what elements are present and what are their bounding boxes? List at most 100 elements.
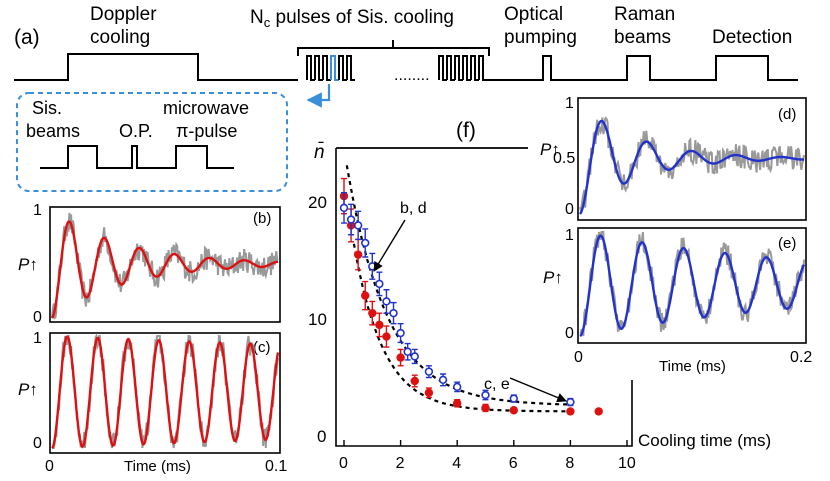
step-doppler-line1: Doppler — [90, 4, 157, 25]
step-doppler-line2: cooling — [90, 27, 150, 48]
data-point — [453, 382, 462, 392]
panel-f-label: (f) — [456, 119, 476, 142]
step-sis-cooling-label: Nc pulses of Sis. cooling — [250, 7, 454, 30]
sis-pulse — [462, 55, 471, 81]
data-point — [368, 308, 377, 318]
panel-c: (c) 1 0 P↑ 0 0.1 Time (ms) — [18, 330, 287, 475]
sis-pulse — [330, 55, 339, 81]
panel-e-ylabel: P↑ — [543, 268, 563, 287]
timing-dots: ........ — [394, 67, 430, 84]
data-point — [361, 238, 370, 248]
panel-c-xlabel: Time (ms) — [124, 458, 191, 475]
step-detection: Detection — [712, 27, 792, 48]
sis-pulse — [306, 55, 315, 81]
panel-d-ytick-05: 0.5 — [553, 150, 575, 167]
step-raman-line2: beams — [614, 27, 671, 48]
sis-pulse — [314, 55, 323, 81]
sis-pulse — [446, 55, 455, 81]
data-point — [382, 332, 391, 341]
sis-pulse — [438, 55, 447, 81]
data-point — [410, 352, 419, 361]
panel-f-fit-lower — [352, 243, 571, 413]
inset-arrow — [306, 84, 331, 108]
panel-b: (b) 1 0 P↑ — [18, 202, 281, 326]
panel-f-ytick: 0 — [317, 427, 326, 446]
panel-f-pup-label: P↑ — [540, 140, 560, 159]
data-point — [396, 353, 405, 362]
step-sis-rest: pulses of Sis. cooling — [270, 7, 454, 28]
panel-b-ytick-0: 0 — [33, 309, 42, 326]
panel-d-ytick-0: 0 — [565, 201, 574, 218]
panel-c-ytick-0: 0 — [33, 435, 42, 452]
data-point — [361, 291, 370, 300]
panel-f-fit-upper — [345, 165, 571, 406]
panel-c-frame — [49, 332, 281, 454]
panel-f-axes — [335, 148, 633, 447]
data-point — [566, 397, 575, 407]
panel-f-ytick: 20 — [308, 193, 327, 212]
annotation-b-d: b, d — [400, 200, 427, 217]
step-optical-line1: Optical — [504, 4, 563, 25]
inset-label-sis: Sis. — [32, 98, 62, 118]
data-point — [438, 375, 448, 385]
timing-line-tail — [485, 55, 798, 81]
panel-f-blue-series — [339, 191, 575, 407]
data-point — [509, 394, 518, 403]
data-point — [389, 308, 398, 318]
data-point — [481, 403, 490, 413]
annotation-c-e-arrow — [509, 377, 567, 403]
inset-timing-line — [40, 145, 234, 169]
annotation-b-d-arrow — [373, 219, 406, 272]
panel-f-xtick: 10 — [618, 455, 636, 472]
panel-d-label: (d) — [778, 106, 796, 123]
panel-d-frame — [577, 97, 807, 221]
data-point — [353, 221, 363, 230]
panel-e-xtick-0: 0 — [574, 349, 583, 366]
sis-pulse — [454, 55, 463, 81]
data-point — [424, 388, 434, 397]
panel-e-label: (e) — [778, 235, 796, 252]
panel-f-ylabel: n̄ — [314, 142, 325, 163]
panel-d-data-line — [579, 116, 805, 211]
data-point — [346, 215, 356, 224]
panel-f-xtick: 2 — [396, 455, 405, 472]
panel-e-fit-line — [579, 234, 806, 337]
panel-f-xtick: 6 — [509, 455, 518, 472]
data-point — [509, 406, 518, 415]
inset-label-pi-pulse: π-pulse — [176, 121, 237, 141]
sis-pulse — [322, 55, 331, 81]
panel-e-ytick-0: 0 — [565, 325, 574, 342]
annotation-c-e: c, e — [484, 376, 510, 393]
data-point — [481, 390, 490, 400]
panel-e-xlabel: Time (ms) — [659, 358, 726, 375]
timing-pulses-right — [438, 55, 487, 81]
panel-e-frame — [577, 227, 807, 344]
panel-f-xtick: 4 — [452, 455, 461, 472]
sis-pulse — [338, 55, 347, 81]
panel-c-fit-line — [51, 335, 280, 449]
data-point — [566, 407, 575, 416]
step-optical-line2: pumping — [504, 27, 577, 48]
data-point — [382, 297, 391, 306]
sis-pulse — [346, 55, 355, 81]
timing-line-doppler — [14, 53, 298, 81]
inset-box — [16, 92, 288, 192]
panel-b-ylabel: P↑ — [18, 255, 38, 274]
panel-b-label: (b) — [253, 210, 271, 227]
panel-d-fit-line — [579, 119, 804, 215]
panel-d: (d) 1 0.5 0 — [553, 95, 807, 221]
sis-pulse — [470, 55, 479, 81]
panel-d-ytick-1: 1 — [565, 95, 574, 112]
panel-c-label: (c) — [253, 339, 271, 356]
sis-cooling-bracket — [297, 40, 490, 56]
data-point — [375, 279, 384, 289]
panel-a-label: (a) — [14, 26, 40, 49]
step-sis-sub: c — [264, 15, 271, 30]
panel-b-ytick-1: 1 — [33, 202, 42, 219]
panel-c-xtick-0: 0 — [45, 458, 54, 475]
sis-pulse — [478, 55, 487, 81]
panel-e: (e) 1 0 P↑ 0 0.2 Time (ms) — [543, 227, 812, 375]
panel-f-red-series — [339, 177, 603, 416]
